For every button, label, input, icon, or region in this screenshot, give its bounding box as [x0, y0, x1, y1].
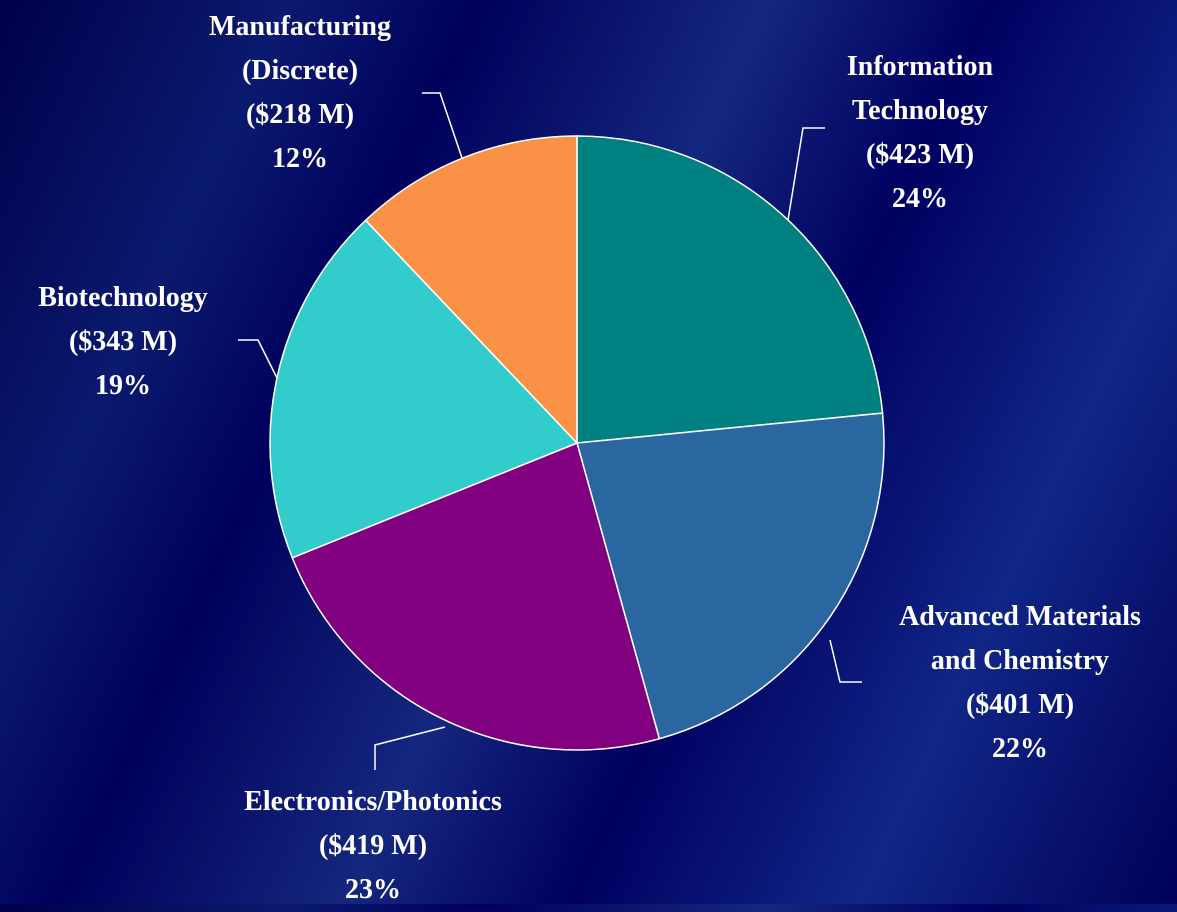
leader-line: [829, 639, 862, 683]
percent-label: 19%: [95, 370, 151, 401]
slice-label: Manufacturing (Discrete) ($218 M) 12%: [209, 5, 391, 181]
value-label: ($343 M): [68, 326, 178, 357]
category-label: Electronics/Photonics: [244, 786, 502, 817]
slice-label: Biotechnology ($343 M) 19%: [38, 276, 208, 408]
percent-label: 23%: [345, 874, 401, 905]
category-label: Information Technology: [846, 51, 994, 126]
pie-slice: [291, 441, 661, 751]
category-label: Advanced Materials and Chemistry: [899, 601, 1141, 676]
slice-label: Electronics/Photonics ($419 M) 23%: [244, 780, 502, 912]
value-label: ($423 M): [865, 139, 975, 170]
pie-slice: [364, 135, 578, 445]
category-label: Manufacturing (Discrete): [209, 11, 391, 86]
leader-line: [238, 339, 279, 381]
leader-line: [374, 726, 446, 770]
pie-slice: [576, 412, 885, 740]
slice-label: Information Technology ($423 M) 24%: [847, 45, 993, 221]
percent-label: 24%: [891, 183, 948, 214]
pie-slice: [269, 219, 579, 559]
category-label: Biotechnology: [38, 282, 208, 313]
leader-lines: [238, 92, 862, 770]
slice-label: Advanced Materials and Chemistry ($401 M)…: [899, 595, 1141, 771]
pie-slice: [576, 135, 884, 444]
leader-line: [787, 127, 825, 221]
percent-label: 22%: [991, 733, 1048, 764]
leader-line: [422, 92, 463, 159]
percent-label: 12%: [272, 143, 328, 174]
value-label: ($419 M): [318, 830, 428, 861]
value-label: ($401 M): [965, 689, 1075, 720]
value-label: ($218 M): [245, 99, 355, 130]
